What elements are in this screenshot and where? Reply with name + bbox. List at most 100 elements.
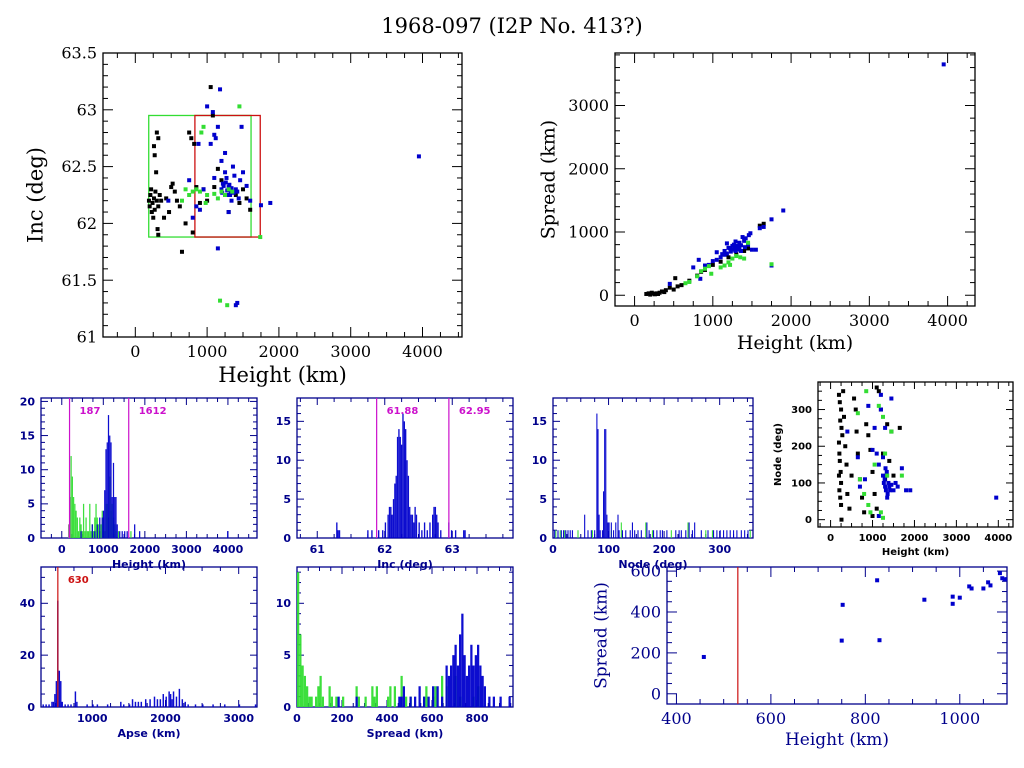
- blue-point: [728, 246, 733, 251]
- black-point: [215, 166, 220, 171]
- blue-point: [238, 178, 243, 183]
- blue-point: [728, 249, 733, 254]
- black-point: [210, 113, 215, 118]
- black-point: [657, 290, 662, 295]
- blue-point: [986, 580, 991, 585]
- green-bar: [591, 530, 593, 538]
- black-point: [874, 385, 879, 390]
- y-tick-label: 200: [791, 442, 812, 453]
- blue-bar: [713, 530, 715, 538]
- green-bar: [84, 531, 86, 538]
- green-point: [876, 403, 881, 408]
- black-point: [837, 458, 842, 463]
- blue-point: [941, 62, 946, 67]
- black-point: [673, 276, 678, 281]
- blue-bar: [111, 497, 113, 538]
- green-bar: [100, 524, 102, 538]
- blue-point: [893, 480, 898, 485]
- blue-bar: [156, 699, 159, 707]
- green-point: [742, 256, 747, 261]
- blue-bar: [607, 522, 609, 538]
- blue-bar: [407, 475, 410, 538]
- black-point: [876, 389, 881, 394]
- blue-bar: [371, 530, 373, 538]
- green-point: [201, 124, 206, 129]
- blue-point: [855, 455, 860, 460]
- blue-point: [885, 495, 890, 500]
- x-tick-label: 1000: [77, 712, 108, 725]
- blue-point: [215, 246, 220, 251]
- black-point: [187, 130, 192, 135]
- y-tick-label: 40: [20, 597, 36, 610]
- blue-point: [881, 473, 885, 478]
- black-point: [837, 400, 842, 405]
- blue-bar: [134, 701, 137, 707]
- black-point: [838, 418, 843, 423]
- blue-bar: [124, 531, 126, 538]
- blue-point: [883, 425, 888, 430]
- blue-point: [922, 597, 927, 602]
- x-tick-label: 800: [466, 712, 489, 725]
- black-point: [838, 495, 843, 500]
- blue-bar: [181, 699, 184, 707]
- blue-bar: [94, 531, 96, 538]
- blue-bar: [596, 413, 598, 538]
- blue-bar: [139, 531, 141, 538]
- blue-bar: [91, 524, 93, 538]
- blue-bar: [557, 530, 559, 538]
- blue-bar: [629, 530, 631, 538]
- blue-bar: [729, 530, 731, 538]
- x-tick-label: 2000: [901, 533, 929, 544]
- threshold-label: 187: [80, 406, 101, 417]
- blue-bar: [440, 530, 442, 538]
- y-tick-label: 5: [283, 493, 291, 506]
- green-bar: [299, 634, 302, 707]
- blue-bar: [390, 506, 392, 538]
- y-tick-label: 1000: [568, 223, 609, 242]
- blue-bar: [202, 704, 204, 707]
- green-bar: [342, 696, 345, 707]
- blue-bar: [51, 701, 53, 707]
- x-axis-label: Height (km): [218, 363, 347, 387]
- blue-bar: [740, 530, 742, 538]
- green-point: [258, 235, 263, 240]
- blue-point: [884, 469, 889, 474]
- blue-point: [988, 583, 993, 588]
- blue-bar: [415, 514, 418, 538]
- x-tick-label: 200: [331, 712, 354, 725]
- blue-point: [220, 181, 225, 186]
- blue-bar: [107, 415, 110, 538]
- blue-bar: [104, 490, 106, 538]
- x-tick-label: 300: [708, 543, 731, 556]
- green-point: [881, 515, 885, 520]
- blue-point: [876, 513, 881, 518]
- black-point: [718, 259, 723, 264]
- blue-bar: [433, 506, 435, 538]
- green-bar: [95, 503, 97, 538]
- blue-bar: [55, 681, 58, 707]
- black-point: [860, 495, 865, 500]
- x-tick-label: 400: [376, 712, 399, 725]
- blue-point: [166, 198, 171, 203]
- green-bar: [364, 696, 367, 707]
- green-point: [746, 240, 751, 245]
- blue-bar: [61, 701, 63, 707]
- plot-area: [146, 85, 421, 308]
- green-bar: [434, 686, 437, 707]
- green-point: [703, 266, 707, 271]
- height-histogram-chart: 0 1000 2000 3000 4000 0 5 10 15 20 Height (km) 187 1…: [20, 395, 258, 571]
- black-point: [841, 389, 846, 394]
- blue-bar: [140, 701, 143, 707]
- y-tick-label: 0: [27, 532, 35, 545]
- black-point: [237, 200, 242, 205]
- blue-point: [722, 252, 727, 257]
- black-point: [183, 221, 188, 226]
- green-bar: [70, 456, 72, 538]
- black-point: [726, 255, 731, 260]
- blue-bar: [137, 701, 140, 707]
- green-bar: [645, 522, 647, 538]
- black-point: [836, 392, 841, 397]
- green-bar: [117, 531, 120, 538]
- plot-area: [42, 600, 257, 707]
- blue-point: [197, 207, 202, 212]
